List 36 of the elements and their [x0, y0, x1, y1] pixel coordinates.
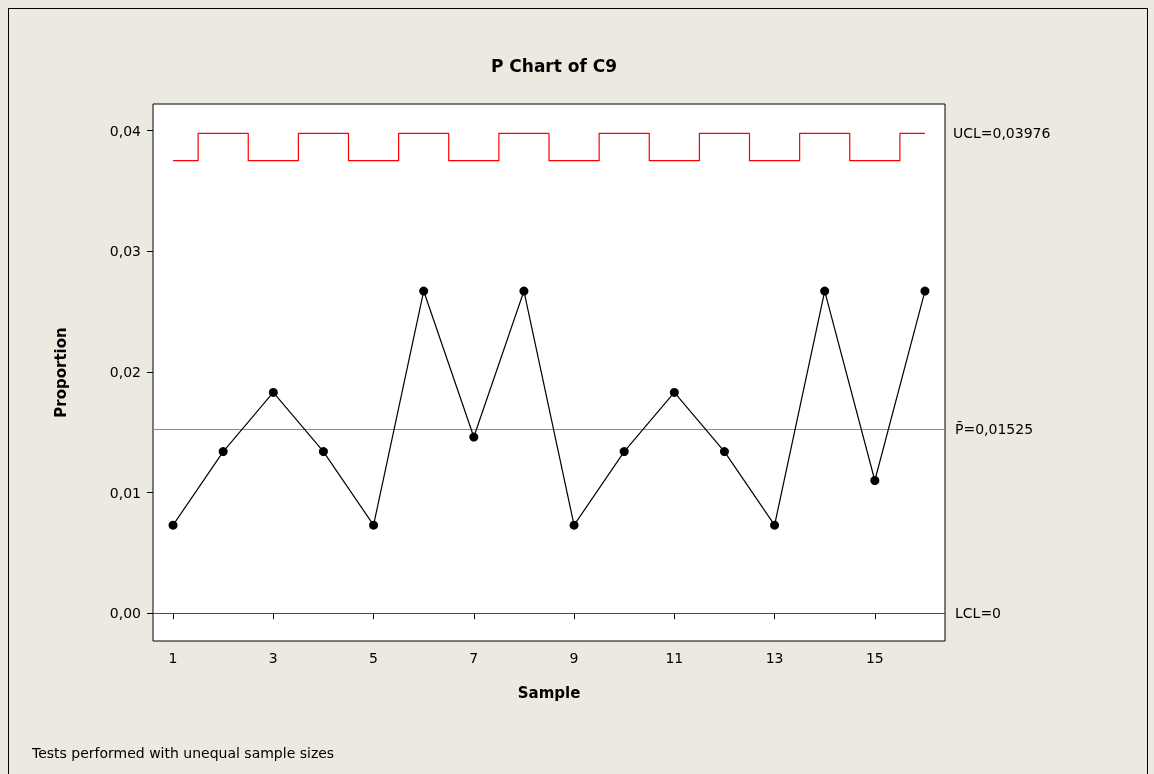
x-tick-label: 9: [569, 650, 579, 666]
point: [318, 447, 328, 457]
x-axis-title: Sample: [517, 683, 581, 702]
x-tick-label: 5: [369, 650, 379, 666]
point: [669, 387, 679, 397]
series-label: UCL=0,03976: [952, 125, 1051, 142]
x-tick-label: 13: [765, 650, 784, 666]
point: [469, 432, 479, 442]
chart-title: P Chart of C9: [490, 55, 618, 76]
point: [770, 520, 780, 530]
ref-line-label: P̄=0,01525: [955, 420, 1034, 438]
point: [920, 286, 930, 296]
point: [519, 286, 529, 296]
point: [218, 447, 228, 457]
y-tick-label: 0,03: [109, 243, 141, 260]
x-tick-label: 11: [665, 650, 684, 666]
point: [619, 447, 629, 457]
y-tick-label: 0,04: [109, 122, 142, 139]
point: [419, 286, 429, 296]
point: [369, 520, 379, 530]
y-tick-label: 0,00: [109, 605, 141, 622]
y-axis-title: Proportion: [51, 327, 70, 418]
ref-line-label: LCL=0: [955, 605, 1002, 622]
point: [268, 387, 278, 397]
x-tick-label: 3: [268, 650, 278, 666]
x-tick-label: 1: [168, 650, 178, 666]
point: [168, 520, 178, 530]
y-tick-label: 0,01: [109, 484, 141, 501]
text: Tests performed with unequal sample sizes: [31, 745, 335, 761]
point: [820, 286, 830, 296]
y-tick-label: 0,02: [109, 363, 141, 380]
point: [870, 476, 880, 485]
point: [569, 520, 579, 530]
x-tick-label: 7: [469, 650, 479, 666]
x-tick-label: 15: [865, 650, 884, 666]
point: [719, 447, 729, 457]
